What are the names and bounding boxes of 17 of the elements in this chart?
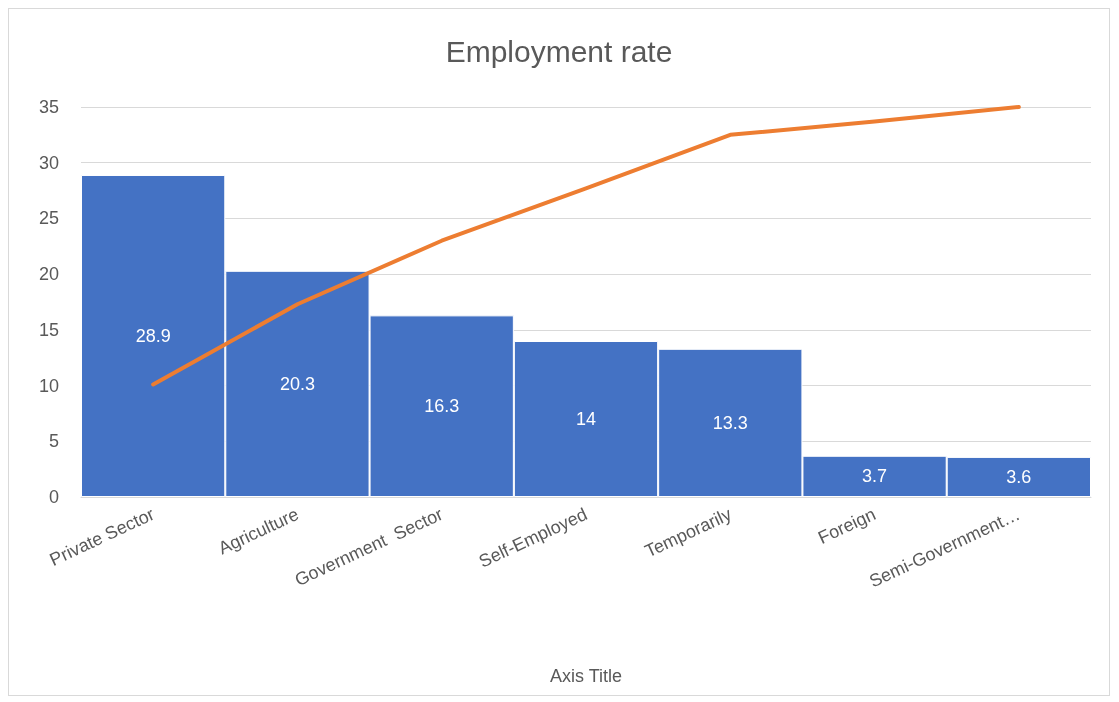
x-axis-title: Axis Title (549, 666, 623, 686)
data-label: 14 (575, 409, 597, 429)
y-tick-label: 10 (38, 375, 59, 396)
data-label: 3.7 (862, 466, 888, 487)
y-tick-label: 15 (38, 319, 59, 340)
y-tick-label: 35 (38, 97, 59, 117)
data-label: 3.6 (1006, 466, 1032, 487)
data-label: 28.9 (135, 325, 171, 346)
data-label: 13.3 (712, 412, 748, 433)
chart-title: Employment rate (445, 34, 673, 68)
y-tick-label: 20 (38, 264, 59, 285)
y-tick-label: 25 (38, 208, 59, 229)
y-tick-label: 0 (48, 487, 59, 507)
y-tick-label: 30 (38, 152, 59, 173)
y-tick-label: 5 (48, 431, 59, 452)
data-label: 20.3 (279, 373, 315, 394)
data-label: 16.3 (424, 396, 460, 417)
